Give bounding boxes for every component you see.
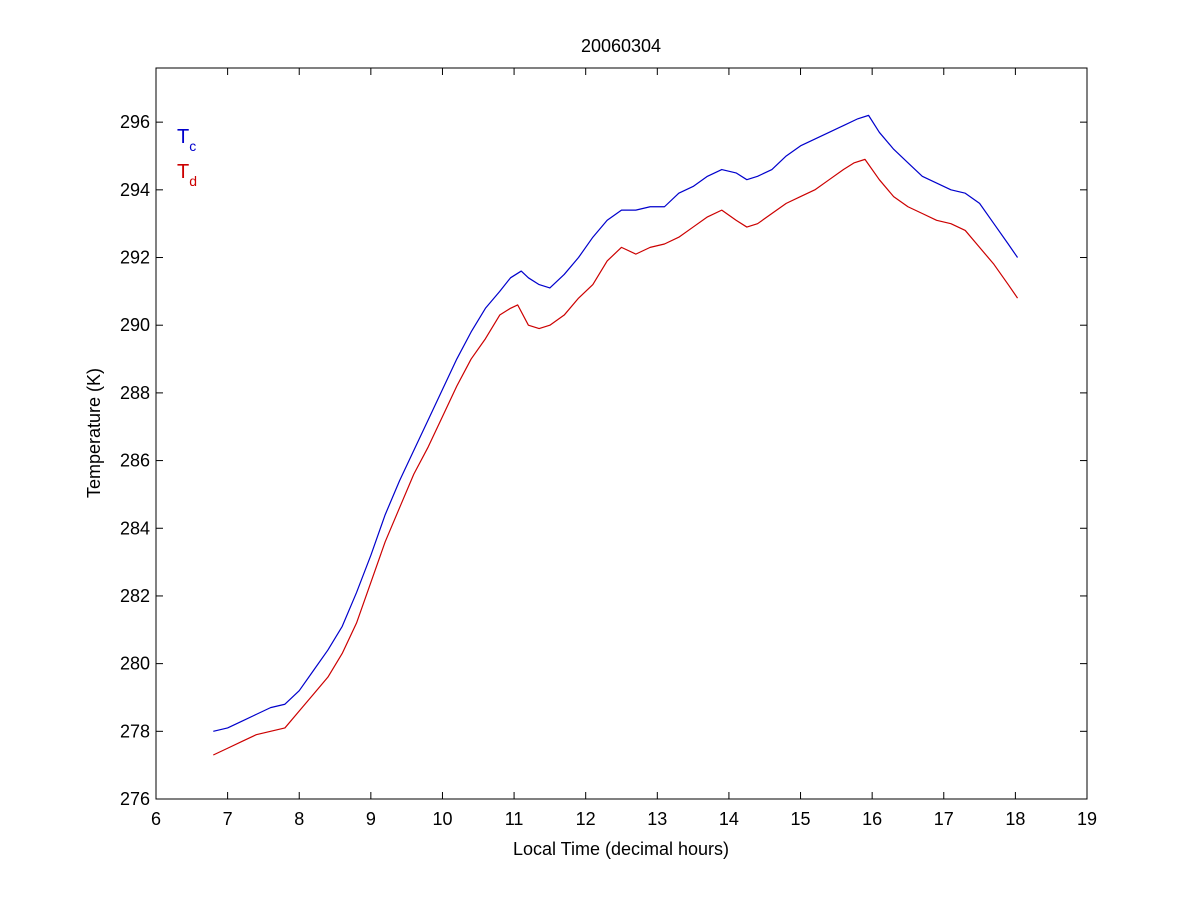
x-tick-label: 14 bbox=[719, 809, 739, 829]
legend-td-label: T bbox=[177, 161, 189, 183]
legend-entry-td: Td bbox=[177, 161, 197, 189]
plot-area bbox=[155, 67, 1088, 800]
series-line-tc bbox=[213, 114, 1019, 732]
series-line-td bbox=[213, 158, 1019, 756]
x-tick-label: 11 bbox=[505, 809, 524, 829]
x-axis-ticks: 6 7 8 9 10 11 12 13 14 15 16 17 18 19 bbox=[151, 68, 1097, 829]
x-tick-label: 16 bbox=[862, 809, 882, 829]
y-tick-label: 288 bbox=[120, 383, 150, 403]
series-layer bbox=[213, 114, 1019, 756]
y-tick-label: 278 bbox=[120, 721, 150, 741]
x-tick-label: 7 bbox=[223, 809, 233, 829]
y-tick-label: 280 bbox=[120, 654, 150, 674]
y-tick-label: 294 bbox=[120, 180, 150, 200]
y-tick-label: 296 bbox=[120, 112, 150, 132]
y-tick-label: 282 bbox=[120, 586, 150, 606]
legend-tc-subscript: c bbox=[189, 138, 196, 154]
x-tick-label: 19 bbox=[1077, 809, 1097, 829]
chart-title: 20060304 bbox=[581, 36, 661, 56]
y-tick-label: 292 bbox=[120, 248, 150, 268]
legend: Tc Td bbox=[177, 126, 197, 189]
y-tick-label: 286 bbox=[120, 451, 150, 471]
legend-entry-tc: Tc bbox=[177, 126, 196, 154]
legend-td-subscript: d bbox=[189, 173, 197, 189]
y-tick-label: 284 bbox=[120, 518, 150, 538]
y-axis-label: Temperature (K) bbox=[84, 368, 104, 498]
x-tick-label: 17 bbox=[934, 809, 954, 829]
y-tick-label: 290 bbox=[120, 315, 150, 335]
x-tick-label: 6 bbox=[151, 809, 161, 829]
x-tick-label: 15 bbox=[791, 809, 811, 829]
x-axis-label: Local Time (decimal hours) bbox=[513, 839, 729, 859]
y-axis-ticks: 276 278 280 282 284 286 288 290 292 294 296 bbox=[120, 112, 1087, 809]
x-tick-label: 18 bbox=[1005, 809, 1025, 829]
x-tick-label: 13 bbox=[647, 809, 667, 829]
x-tick-label: 9 bbox=[366, 809, 376, 829]
x-tick-label: 10 bbox=[432, 809, 452, 829]
x-tick-label: 8 bbox=[294, 809, 304, 829]
y-tick-label: 276 bbox=[120, 789, 150, 809]
legend-tc-label: T bbox=[177, 126, 189, 148]
x-tick-label: 12 bbox=[576, 809, 596, 829]
